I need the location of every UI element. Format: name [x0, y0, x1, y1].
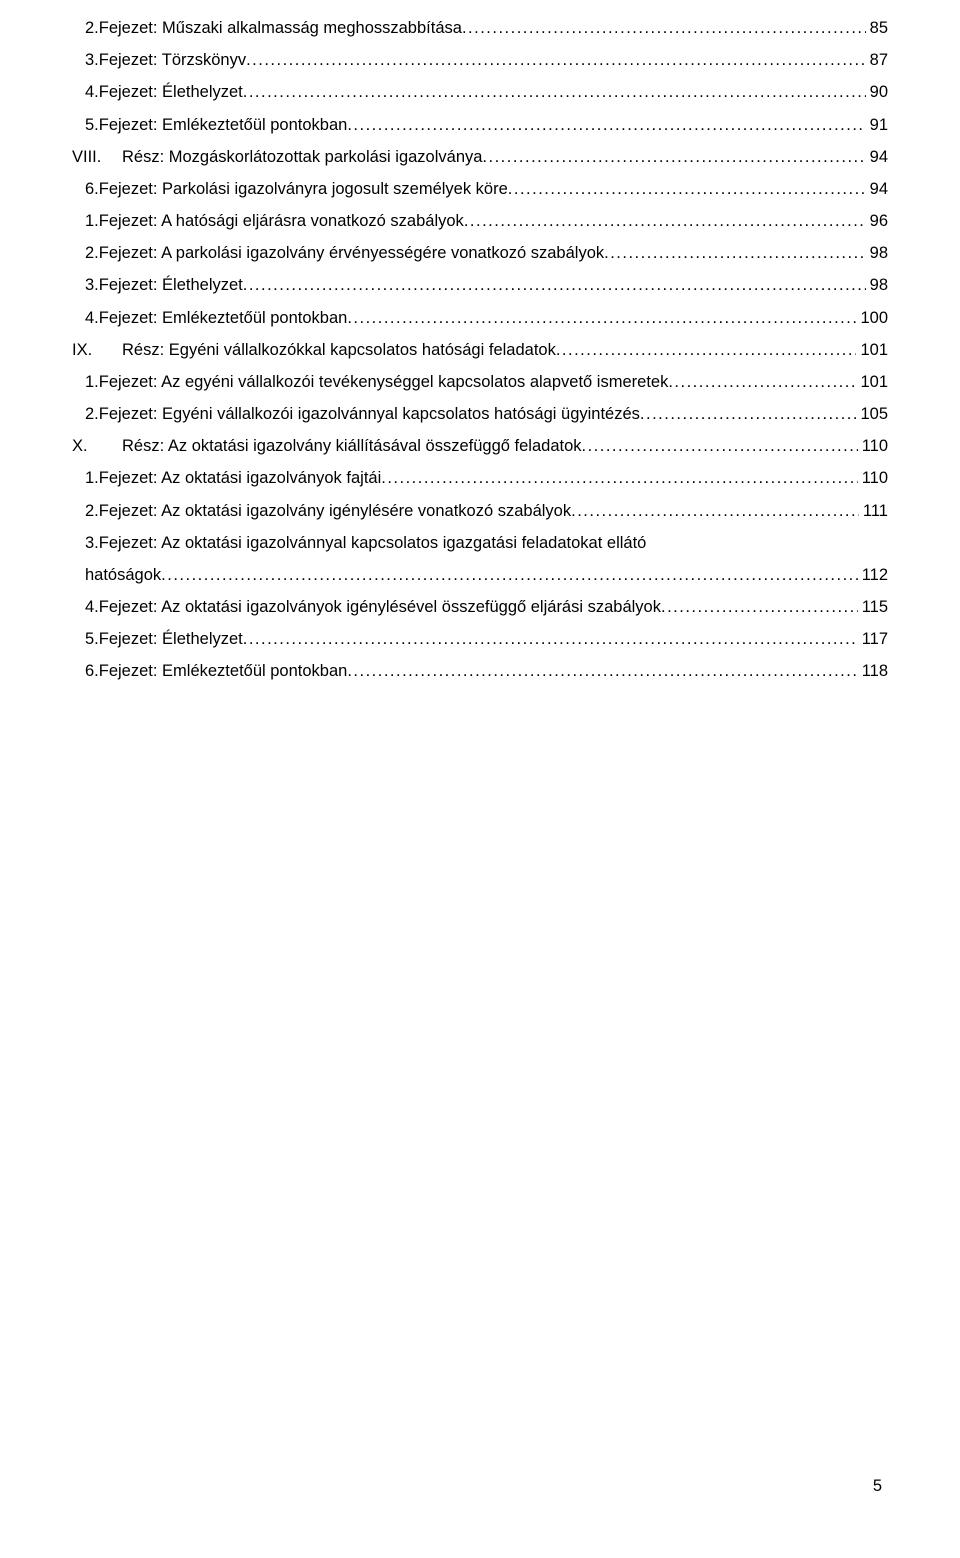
toc-entry: 6.Fejezet: Emlékeztetőül pontokban 118 [72, 655, 888, 687]
toc-section-entry: VIII.Rész: Mozgáskorlátozottak parkolási… [72, 141, 888, 173]
toc-entry-title: 5.Fejezet: Élethelyzet [85, 623, 243, 655]
toc-leader-dots [464, 205, 866, 237]
toc-entry-page: 85 [866, 12, 888, 44]
toc-entry-page: 105 [856, 398, 888, 430]
toc-entry-page: 90 [866, 76, 888, 108]
toc-section-entry: X.Rész: Az oktatási igazolvány kiállítás… [72, 430, 888, 462]
toc-leader-dots [243, 269, 866, 301]
toc-entry-title: 2.Fejezet: A parkolási igazolvány érvény… [85, 237, 604, 269]
toc-leader-dots [571, 495, 859, 527]
toc-entry: 4.Fejezet: Az oktatási igazolványok igén… [72, 591, 888, 623]
toc-entry-page: 117 [858, 623, 888, 655]
toc-entry-page: 98 [866, 237, 888, 269]
toc-entry-page: 112 [858, 559, 888, 591]
toc-entry-page: 111 [859, 495, 888, 527]
toc-entry-title: 1.Fejezet: Az egyéni vállalkozói tevéken… [85, 366, 668, 398]
toc-entry-page: 101 [856, 334, 888, 366]
page-number: 5 [873, 1470, 882, 1502]
toc-leader-dots [243, 623, 858, 655]
toc-leader-dots [347, 655, 857, 687]
toc-entry-page: 96 [866, 205, 888, 237]
toc-entry-title: 2.Fejezet: Az oktatási igazolvány igényl… [85, 495, 571, 527]
toc-entry-title: 1.Fejezet: Az oktatási igazolványok fajt… [85, 462, 381, 494]
toc-leader-dots [347, 109, 865, 141]
toc-roman-numeral: X. [72, 430, 122, 462]
toc-leader-dots [243, 76, 866, 108]
toc-leader-dots [582, 430, 858, 462]
toc-entry-page: 110 [858, 462, 888, 494]
toc-entry: 1.Fejezet: Az oktatási igazolványok fajt… [72, 462, 888, 494]
toc-entry-title: 3.Fejezet: Törzskönyv [85, 44, 246, 76]
toc-entry: 2.Fejezet: A parkolási igazolvány érvény… [72, 237, 888, 269]
toc-entry-title: 2.Fejezet: Egyéni vállalkozói igazolvánn… [85, 398, 640, 430]
toc-entry: 3.Fejezet: Élethelyzet 98 [72, 269, 888, 301]
toc-entry-title: 2.Fejezet: Műszaki alkalmasság meghossza… [85, 12, 462, 44]
toc-entry-title: Rész: Egyéni vállalkozókkal kapcsolatos … [122, 334, 556, 366]
toc-leader-dots [462, 12, 866, 44]
toc-entry-page: 100 [856, 302, 888, 334]
toc-entry-title: 6.Fejezet: Parkolási igazolványra jogosu… [85, 173, 508, 205]
toc-entry: 3.Fejezet: Törzskönyv 87 [72, 44, 888, 76]
toc-entry-page: 110 [858, 430, 888, 462]
toc-entry-title: 4.Fejezet: Emlékeztetőül pontokban [85, 302, 347, 334]
toc-entry: 4.Fejezet: Emlékeztetőül pontokban 100 [72, 302, 888, 334]
toc-entry: 2.Fejezet: Egyéni vállalkozói igazolvánn… [72, 398, 888, 430]
toc-entry: 5.Fejezet: Élethelyzet 117 [72, 623, 888, 655]
toc-entry-title: 1.Fejezet: A hatósági eljárásra vonatkoz… [85, 205, 464, 237]
toc-leader-dots [381, 462, 857, 494]
toc-entry-title: 4.Fejezet: Az oktatási igazolványok igén… [85, 591, 661, 623]
toc-entry: 2.Fejezet: Az oktatási igazolvány igényl… [72, 495, 888, 527]
toc-entry: 5.Fejezet: Emlékeztetőül pontokban 91 [72, 109, 888, 141]
toc-leader-dots [508, 173, 866, 205]
toc-leader-dots [246, 44, 866, 76]
toc-entry-page: 101 [856, 366, 888, 398]
toc-entry-title: 6.Fejezet: Emlékeztetőül pontokban [85, 655, 347, 687]
toc-leader-dots [556, 334, 857, 366]
table-of-contents: 2.Fejezet: Műszaki alkalmasság meghossza… [72, 12, 888, 688]
toc-entry-page: 91 [866, 109, 888, 141]
toc-leader-dots [661, 591, 858, 623]
toc-entry-page: 94 [866, 173, 888, 205]
toc-section-entry: IX.Rész: Egyéni vállalkozókkal kapcsolat… [72, 334, 888, 366]
toc-entry: 1.Fejezet: A hatósági eljárásra vonatkoz… [72, 205, 888, 237]
toc-roman-numeral: VIII. [72, 141, 122, 173]
toc-leader-dots [668, 366, 856, 398]
toc-entry-page: 115 [858, 591, 888, 623]
toc-leader-dots [640, 398, 857, 430]
toc-entry-title: 3.Fejezet: Élethelyzet [85, 269, 243, 301]
toc-entry-continuation: hatóságok 112 [72, 559, 888, 591]
toc-entry-page: 87 [866, 44, 888, 76]
toc-entry-page: 94 [866, 141, 888, 173]
toc-leader-dots [161, 559, 858, 591]
toc-entry: 1.Fejezet: Az egyéni vállalkozói tevéken… [72, 366, 888, 398]
toc-entry: 4.Fejezet: Élethelyzet 90 [72, 76, 888, 108]
toc-leader-dots [604, 237, 866, 269]
toc-entry: 2.Fejezet: Műszaki alkalmasság meghossza… [72, 12, 888, 44]
toc-entry-page: 118 [858, 655, 888, 687]
toc-entry: 3.Fejezet: Az oktatási igazolvánnyal kap… [72, 527, 888, 559]
toc-entry-title: Rész: Az oktatási igazolvány kiállításáv… [122, 430, 582, 462]
toc-leader-dots [482, 141, 865, 173]
toc-roman-numeral: IX. [72, 334, 122, 366]
toc-entry-title: Rész: Mozgáskorlátozottak parkolási igaz… [122, 141, 482, 173]
toc-leader-dots [347, 302, 856, 334]
toc-entry-title: 5.Fejezet: Emlékeztetőül pontokban [85, 109, 347, 141]
toc-entry: 6.Fejezet: Parkolási igazolványra jogosu… [72, 173, 888, 205]
toc-entry-page: 98 [866, 269, 888, 301]
toc-entry-title: 4.Fejezet: Élethelyzet [85, 76, 243, 108]
toc-entry-title: hatóságok [85, 559, 161, 591]
